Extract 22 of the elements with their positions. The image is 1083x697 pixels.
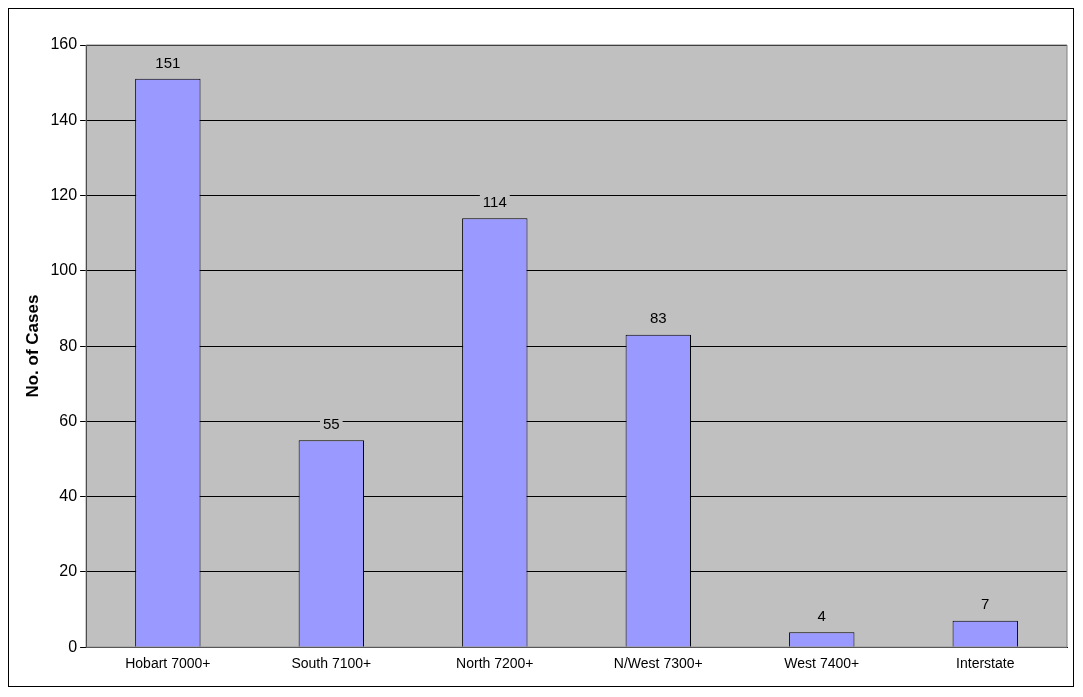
data-label: 7	[981, 595, 990, 613]
x-tick-label: North 7200+	[456, 655, 534, 672]
y-tick-label: 140	[50, 110, 78, 128]
y-tick-label: 100	[50, 261, 78, 279]
x-tick-label: N/West 7300+	[613, 655, 703, 672]
data-label: 4	[817, 606, 826, 624]
data-label: 55	[322, 414, 340, 432]
data-label: 83	[649, 309, 667, 327]
y-tick-label: 60	[59, 411, 78, 429]
y-tick-label: 160	[50, 35, 78, 53]
y-tick-label: 20	[59, 562, 78, 580]
y-tick-label: 120	[50, 185, 78, 203]
x-tick-label: Hobart 7000+	[125, 655, 211, 672]
data-label: 151	[155, 53, 181, 71]
y-tick-label: 40	[59, 487, 78, 505]
y-tick-label: 0	[68, 637, 78, 655]
y-axis-title: No. of Cases	[22, 294, 42, 398]
data-label: 114	[482, 192, 507, 210]
x-tick-label: West 7400+	[784, 655, 860, 672]
x-tick-label: Interstate	[956, 655, 1015, 672]
x-tick-label: South 7100+	[291, 655, 372, 672]
y-tick-label: 80	[59, 336, 78, 354]
